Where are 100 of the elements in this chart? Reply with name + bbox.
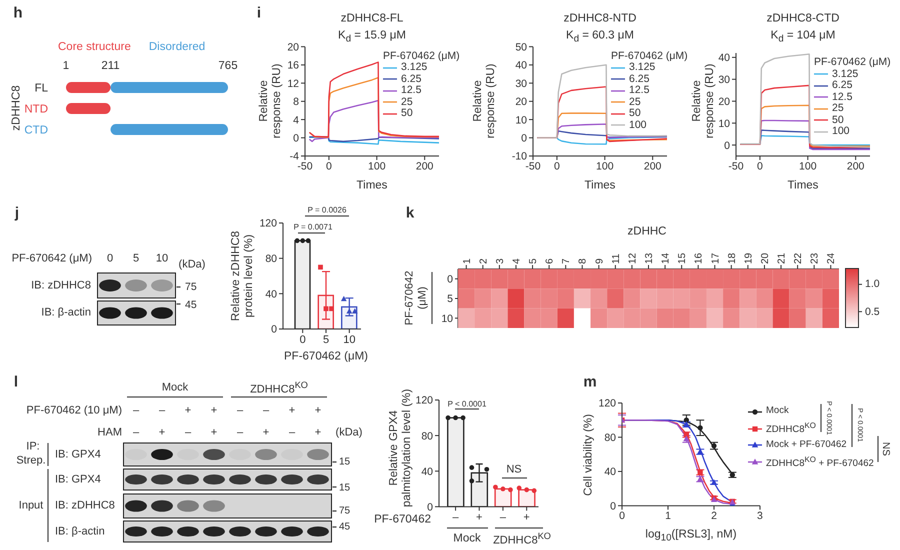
category-label: IB: GPX4 (55, 448, 101, 460)
x-tick-label: 4 (511, 258, 522, 264)
y-axis-title: Relative response (RU) (690, 62, 717, 140)
legend-label: Mock (766, 404, 789, 418)
annotation: P = 0.0071 (294, 222, 332, 232)
category-label: IB: zDHHC8 (31, 279, 91, 292)
y-tick-label: 0 (521, 132, 528, 145)
y-axis-title: Relative zDHHC8 protein level (%) (230, 230, 256, 324)
y-tick-label: 12 (287, 78, 300, 90)
text: P = 0.0026 (308, 205, 346, 215)
legend-label: 3.125 (401, 61, 428, 74)
x-tick-label: + (523, 511, 530, 524)
text: + (184, 404, 192, 417)
chart-title: zDHHC8-CTD (766, 12, 840, 26)
x-tick-label: 11 (610, 253, 622, 264)
x-tick-label: 5 (322, 334, 330, 346)
y-tick-label: 0 (724, 140, 730, 152)
y-tick-label: CTD (24, 124, 48, 136)
y-tick-label: FL (34, 82, 49, 94)
x-tick-label: 21 (776, 252, 788, 264)
y-tick-label: 50 (515, 41, 528, 54)
text: Input (18, 500, 44, 512)
y-tick-label: 0 (610, 502, 616, 513)
text: Mock (453, 532, 481, 546)
legend-label: 100 (832, 125, 850, 138)
text: – (158, 404, 166, 417)
x-tick-label: 8 (578, 258, 589, 264)
text: m (583, 373, 597, 391)
y-tick-label: 80 (265, 253, 278, 266)
legend-label: 12.5 (401, 84, 422, 97)
legend-label: 6.25 (629, 72, 650, 86)
y-axis-title: zDHHC8 (10, 85, 24, 131)
text: j (14, 204, 20, 222)
chart-subtitle: K$_{d}$ = 104 μM (770, 29, 836, 45)
annotation: NS (506, 464, 522, 476)
x-tick-label: 19 (743, 252, 754, 264)
y-tick-label: 5 (447, 293, 454, 306)
text: + (158, 426, 166, 439)
y-tick-label: 20 (515, 96, 528, 108)
legend-label: 25 (629, 96, 641, 108)
legend-label: ZDHHC8$^{KO}$ + PF-670462 (766, 454, 874, 471)
text: + (288, 404, 296, 417)
x-tick-label: 0 (757, 160, 764, 172)
x-axis-title: Times (356, 179, 388, 193)
x-tick-label: 0 (326, 160, 332, 172)
text: 45 (185, 298, 197, 312)
y-tick-label: 80 (604, 433, 616, 444)
text: 15 (339, 482, 350, 494)
x-tick-label: 211 (101, 60, 120, 72)
text: – (184, 426, 192, 439)
text: h (13, 4, 23, 22)
x-tick-label: -50 (525, 160, 541, 172)
x-tick-label: 0 (619, 511, 626, 522)
chart-title: zDHHC8-FL (340, 12, 404, 26)
legend-title: PF-670462 (μM) (611, 50, 688, 62)
x-axis-title: Times (584, 179, 616, 193)
legend-label: 6.25 (832, 79, 852, 92)
text: + (262, 426, 270, 439)
y-tick-label: 40 (718, 52, 730, 64)
x-axis-title: Times (788, 179, 818, 193)
x-tick-label: 200 (644, 160, 662, 172)
legend-label: ZDHHC8$^{KO}$ (766, 420, 816, 438)
text: Strep. (16, 454, 46, 468)
category-label: HAM (98, 426, 122, 439)
category-label: PF-670462 (10 μM) (26, 404, 122, 417)
x-tick-label: 14 (660, 252, 672, 264)
x-tick-label: -50 (297, 160, 313, 172)
x-axis-title: PF-670462 (μM) (284, 350, 368, 364)
chart-subtitle: K$_{d}$ = 15.9 μM (338, 29, 406, 45)
x-tick-label: 1 (62, 60, 70, 72)
text: 75 (339, 505, 350, 517)
category-label: IB: zDHHC8 (55, 500, 115, 512)
y-tick-label: 40 (421, 466, 434, 478)
legend-label: 50 (401, 107, 413, 120)
y-tick-label: 10 (441, 312, 454, 325)
annotation: P < 0.0001 (448, 399, 486, 409)
y-tick-label: 0 (271, 324, 278, 336)
chart-title: zDHHC8-NTD (564, 12, 636, 26)
x-tick-label: 100 (368, 160, 386, 172)
x-tick-label: 24 (826, 252, 838, 264)
y-axis-title: Relative response (RU) (258, 62, 284, 140)
y-axis-title: Cell viability (%) (582, 414, 596, 496)
x-tick-label: 15 (677, 252, 688, 264)
chart-subtitle: K$_{d}$ = 60.3 μM (566, 29, 634, 45)
y-tick-label: 40 (515, 60, 528, 72)
text: (kDa) (178, 258, 206, 272)
legend-label: 50 (629, 107, 641, 120)
category-label: ZDHHC8$^{KO}$ (250, 380, 308, 396)
x-tick-label: 3 (494, 258, 506, 264)
y-tick-label: 120 (416, 395, 434, 406)
x-tick-label: 9 (594, 258, 606, 264)
legend-label: 100 (629, 118, 647, 132)
category-label: Mock (162, 382, 188, 394)
x-axis-title: zDHHC (628, 225, 666, 239)
x-tick-label: 20 (760, 252, 771, 264)
legend-label: 25 (832, 102, 844, 114)
category-label: IB: GPX4 (55, 473, 101, 486)
category-label: IB: β-actin (41, 306, 91, 319)
text: – (236, 404, 244, 417)
y-tick-label: 20 (287, 41, 300, 54)
